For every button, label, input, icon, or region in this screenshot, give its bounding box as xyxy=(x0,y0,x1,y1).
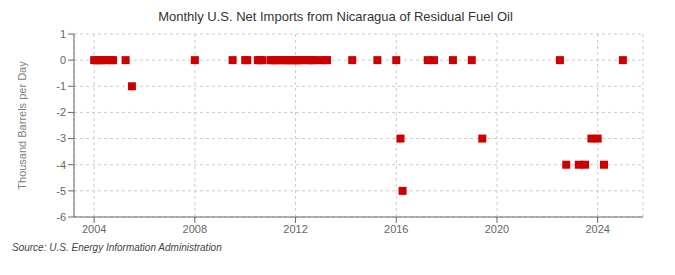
html-text:Source: U.S. Energy Informatio: Source: U.S. Energy Information Administ… xyxy=(12,242,222,253)
svg-text:2012: 2012 xyxy=(283,223,307,235)
svg-text:-6: -6 xyxy=(56,211,66,223)
svg-text:2020: 2020 xyxy=(485,223,509,235)
svg-text:0: 0 xyxy=(60,54,66,66)
svg-text:2008: 2008 xyxy=(183,223,207,235)
svg-text:2016: 2016 xyxy=(384,223,408,235)
svg-text:2024: 2024 xyxy=(585,223,609,235)
svg-text:-1: -1 xyxy=(56,80,66,92)
svg-text:-4: -4 xyxy=(56,159,66,171)
svg-text:-3: -3 xyxy=(56,132,66,144)
svg-text:2004: 2004 xyxy=(82,223,106,235)
svg-text:Thousand Barrels per Day: Thousand Barrels per Day xyxy=(16,61,28,190)
html-text:Monthly U.S. Net Imports from: Monthly U.S. Net Imports from Nicaragua … xyxy=(158,9,513,24)
svg-text:1: 1 xyxy=(60,28,66,40)
svg-text:-5: -5 xyxy=(56,185,66,197)
svg-text:-2: -2 xyxy=(56,106,66,118)
